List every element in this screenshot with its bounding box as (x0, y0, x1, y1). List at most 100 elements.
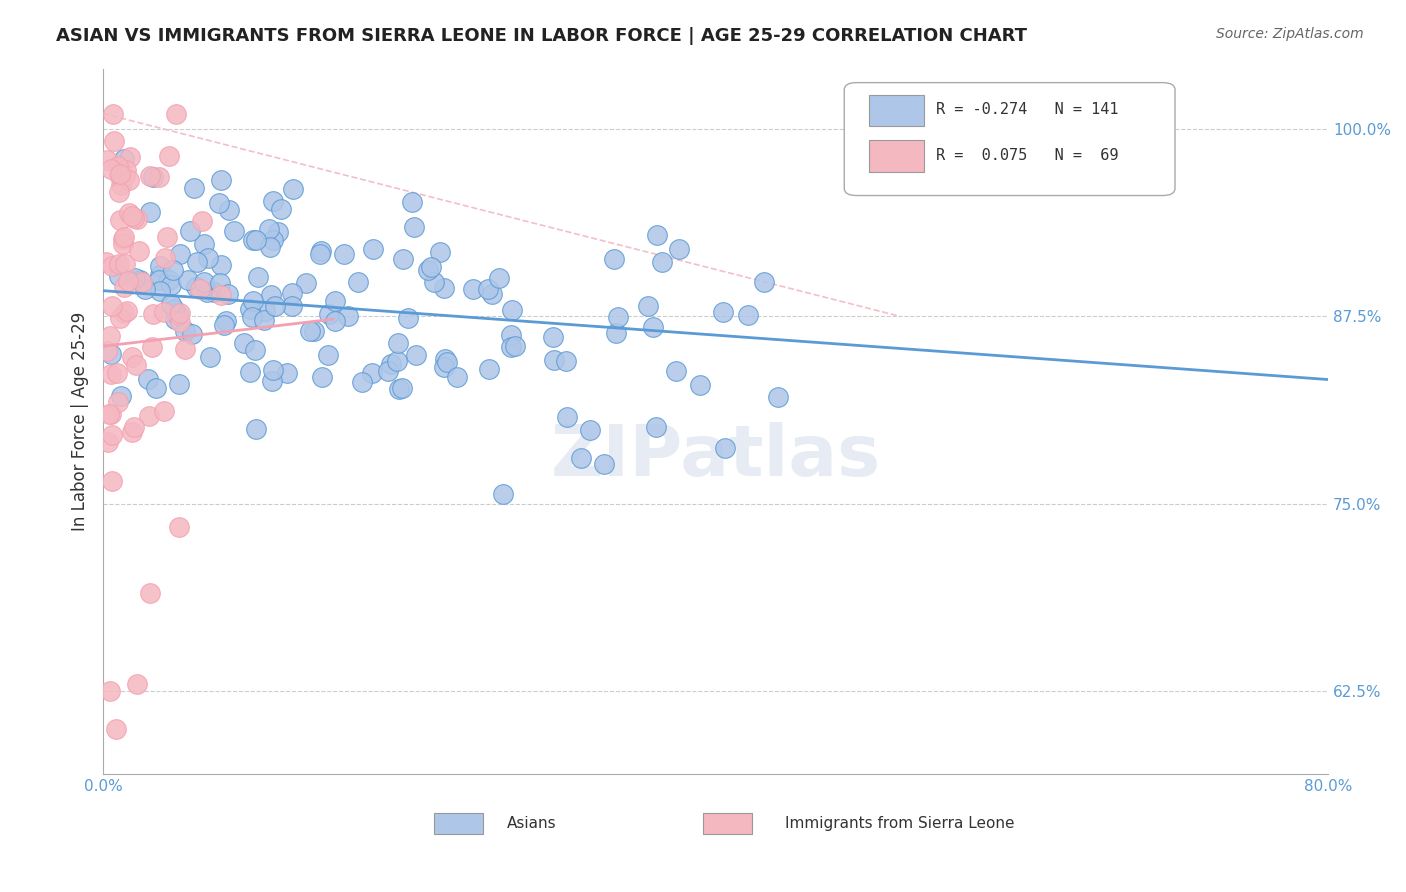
Point (499, 327, 522, 342)
Point (104, 722, 127, 736)
Point (541, 330, 564, 344)
Point (122, 420, 145, 434)
Point (105, 366, 128, 380)
Point (391, 252, 413, 266)
Point (433, 281, 456, 295)
Point (651, 255, 673, 269)
Point (323, 293, 346, 308)
Point (112, 152, 135, 166)
Point (245, 343, 267, 357)
Point (387, 336, 409, 351)
Point (644, 419, 666, 434)
Point (281, 182, 304, 196)
Point (262, 194, 284, 209)
Point (270, 202, 292, 216)
Point (240, 310, 263, 324)
Point (259, 240, 281, 254)
Point (209, 258, 232, 272)
Point (396, 310, 419, 325)
Point (103, 134, 125, 148)
Point (127, 677, 149, 691)
Point (186, 254, 208, 268)
Point (101, 299, 124, 313)
Point (148, 169, 170, 184)
Point (138, 169, 160, 184)
Point (114, 163, 136, 178)
Point (543, 353, 565, 368)
Y-axis label: In Labor Force | Age 25-29: In Labor Force | Age 25-29 (72, 311, 89, 531)
Bar (703, 813, 752, 834)
Point (110, 311, 132, 326)
Point (316, 348, 339, 362)
Point (333, 246, 356, 260)
Point (117, 173, 139, 187)
Point (107, 268, 129, 283)
Point (134, 282, 156, 296)
Point (318, 307, 340, 321)
Point (402, 219, 425, 234)
Point (325, 313, 347, 327)
Point (156, 230, 179, 244)
Point (101, 259, 124, 273)
Point (605, 326, 627, 340)
Point (461, 282, 484, 296)
Point (138, 586, 160, 600)
Point (176, 273, 198, 287)
Point (645, 227, 668, 242)
Point (294, 276, 316, 290)
Point (478, 362, 501, 376)
Text: R = -0.274   N = 141: R = -0.274 N = 141 (936, 102, 1119, 117)
Point (159, 149, 181, 163)
Point (766, 390, 789, 404)
Point (157, 272, 180, 286)
Text: R =  0.075   N =  69: R = 0.075 N = 69 (936, 148, 1119, 163)
Point (149, 285, 172, 299)
Point (98, 407, 121, 421)
Point (122, 211, 145, 226)
Point (578, 423, 600, 437)
Point (179, 224, 201, 238)
Point (174, 343, 197, 357)
Point (309, 244, 332, 258)
Point (180, 326, 202, 341)
Point (308, 247, 330, 261)
Point (385, 353, 408, 368)
Point (100, 684, 122, 698)
Point (112, 279, 135, 293)
Point (97, 434, 120, 449)
Point (420, 260, 443, 274)
Point (149, 268, 172, 283)
Point (110, 167, 132, 181)
Point (160, 296, 183, 310)
Text: Source: ZipAtlas.com: Source: ZipAtlas.com (1216, 27, 1364, 41)
Point (183, 181, 205, 195)
Point (668, 242, 690, 256)
Point (138, 205, 160, 219)
Point (96, 153, 118, 167)
Point (477, 282, 499, 296)
Point (641, 319, 664, 334)
Point (281, 285, 304, 300)
Point (121, 425, 143, 439)
Bar (869, 140, 924, 172)
Point (141, 340, 163, 354)
Point (434, 352, 457, 367)
Point (262, 233, 284, 247)
Point (112, 232, 135, 246)
Text: ASIAN VS IMMIGRANTS FROM SIERRA LEONE IN LABOR FORCE | AGE 25-29 CORRELATION CHA: ASIAN VS IMMIGRANTS FROM SIERRA LEONE IN… (56, 27, 1028, 45)
Point (346, 276, 368, 290)
Point (101, 106, 124, 120)
Point (209, 276, 232, 290)
Point (233, 335, 256, 350)
Point (100, 408, 122, 422)
Point (193, 237, 215, 252)
Point (100, 367, 122, 381)
Point (131, 276, 153, 290)
Point (737, 309, 759, 323)
Point (222, 224, 245, 238)
Point (433, 359, 456, 374)
Point (174, 325, 197, 339)
Point (124, 271, 146, 285)
Point (128, 244, 150, 259)
Point (142, 169, 165, 184)
